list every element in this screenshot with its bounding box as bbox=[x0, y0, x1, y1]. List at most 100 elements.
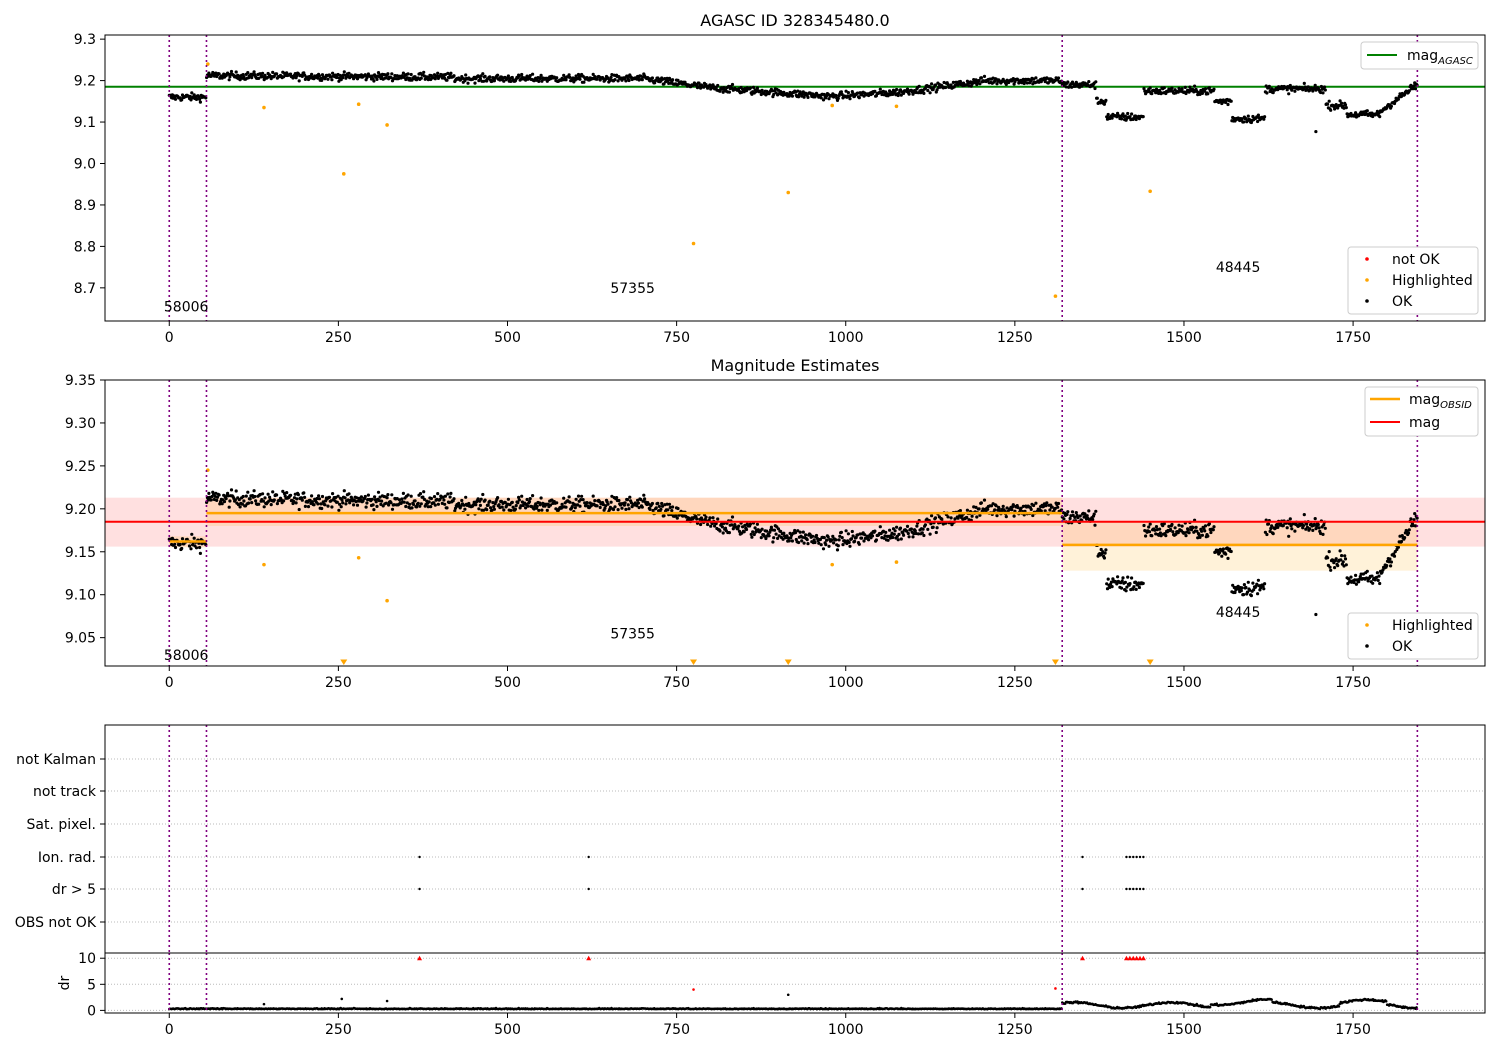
ok-point bbox=[716, 517, 720, 521]
panel2-legend-lines: magOBSID mag bbox=[1364, 386, 1479, 437]
ok-point bbox=[812, 538, 816, 542]
ok-point bbox=[854, 535, 858, 540]
ok-point bbox=[1158, 527, 1162, 531]
ok-point bbox=[496, 496, 500, 500]
ok-point bbox=[266, 492, 270, 496]
ok-point bbox=[525, 497, 529, 502]
ok-point bbox=[1092, 512, 1096, 516]
ok-point bbox=[737, 524, 741, 528]
panel3-plot-area bbox=[105, 725, 1485, 953]
ok-point bbox=[650, 501, 655, 506]
ok-point bbox=[821, 98, 826, 102]
ok-point bbox=[310, 500, 314, 504]
ok-point bbox=[974, 505, 978, 509]
panel1-xtick-label: 1500 bbox=[1166, 330, 1202, 346]
ok-point bbox=[443, 494, 447, 498]
ok-point bbox=[210, 494, 214, 499]
ok-point bbox=[422, 74, 426, 78]
ok-point bbox=[408, 502, 412, 506]
panel1-ytick-label: 9.0 bbox=[74, 156, 96, 172]
ok-point bbox=[727, 531, 732, 535]
ok-point bbox=[1411, 87, 1415, 91]
ok-point bbox=[1344, 106, 1348, 110]
ok-point bbox=[982, 74, 987, 78]
ok-point bbox=[429, 496, 433, 501]
ok-point bbox=[342, 489, 346, 493]
ok-point bbox=[994, 504, 998, 508]
ok-point bbox=[1263, 582, 1267, 586]
ok-point bbox=[1203, 529, 1207, 533]
ok-point bbox=[227, 505, 231, 509]
ok-point bbox=[1322, 523, 1326, 527]
ok-point bbox=[1323, 88, 1327, 92]
ok-point bbox=[511, 505, 515, 509]
ok-point bbox=[467, 501, 471, 506]
legend-box bbox=[1347, 246, 1479, 315]
ok-point bbox=[907, 92, 911, 96]
ok-point bbox=[390, 507, 395, 511]
ok-point bbox=[306, 505, 311, 509]
ok-point bbox=[578, 77, 582, 81]
ok-point bbox=[433, 503, 437, 507]
ok-point bbox=[316, 76, 320, 80]
ok-point bbox=[194, 97, 199, 101]
ok-point bbox=[606, 76, 610, 80]
panel1-ytick-label: 8.9 bbox=[74, 198, 96, 214]
ok-point bbox=[806, 95, 810, 99]
ok-point bbox=[667, 502, 672, 506]
ok-point bbox=[443, 502, 447, 506]
ok-point bbox=[379, 502, 383, 506]
ok-point bbox=[411, 502, 416, 506]
ok-point bbox=[834, 538, 838, 542]
ok-point bbox=[1198, 535, 1202, 540]
ok-point bbox=[376, 490, 381, 494]
ok-point bbox=[330, 78, 334, 82]
ok-point bbox=[873, 89, 877, 93]
ok-point bbox=[302, 491, 306, 495]
ok-point bbox=[1094, 509, 1098, 513]
ok-point bbox=[623, 501, 627, 505]
dr-outlier-point bbox=[786, 993, 790, 997]
ok-point bbox=[956, 516, 960, 520]
ok-point bbox=[1180, 524, 1184, 528]
ok-point bbox=[289, 72, 293, 76]
ok-point bbox=[834, 93, 838, 98]
ok-point bbox=[371, 503, 375, 507]
ok-point bbox=[447, 500, 451, 505]
ok-point bbox=[1188, 85, 1192, 89]
ok-point bbox=[1288, 83, 1292, 88]
ok-point bbox=[1085, 514, 1089, 518]
legend-highlighted-label: Highlighted bbox=[1392, 618, 1473, 634]
ok-point bbox=[1123, 114, 1127, 118]
ok-point bbox=[1066, 510, 1070, 514]
ok-point bbox=[1012, 514, 1016, 518]
ok-point bbox=[562, 73, 566, 77]
ok-point bbox=[651, 508, 655, 513]
panel1-legend-series: not OK Highlighted OK bbox=[1347, 246, 1479, 315]
ok-point bbox=[528, 497, 532, 501]
ok-point bbox=[704, 515, 708, 519]
ok-point bbox=[1349, 575, 1353, 579]
ok-point bbox=[568, 75, 572, 79]
ok-point bbox=[1155, 89, 1159, 93]
ok-point bbox=[1256, 592, 1260, 596]
ok-point bbox=[1302, 81, 1306, 85]
ok-point bbox=[817, 541, 821, 545]
ok-point bbox=[659, 507, 663, 511]
ok-point bbox=[252, 489, 256, 493]
ok-point bbox=[173, 97, 178, 101]
ok-point bbox=[926, 527, 930, 532]
panel1-axes: 0250500750100012501500175020008.78.88.99… bbox=[74, 32, 1371, 346]
ok-point bbox=[1080, 84, 1084, 88]
ok-point bbox=[1389, 560, 1393, 564]
ok-point bbox=[238, 505, 242, 509]
ok-point bbox=[860, 536, 864, 540]
ok-point bbox=[234, 70, 238, 74]
ok-point bbox=[1354, 573, 1358, 578]
dr-axis-label: dr bbox=[57, 975, 73, 990]
ok-point bbox=[502, 508, 506, 512]
ok-point bbox=[1142, 87, 1146, 91]
flag-point bbox=[1135, 887, 1138, 891]
